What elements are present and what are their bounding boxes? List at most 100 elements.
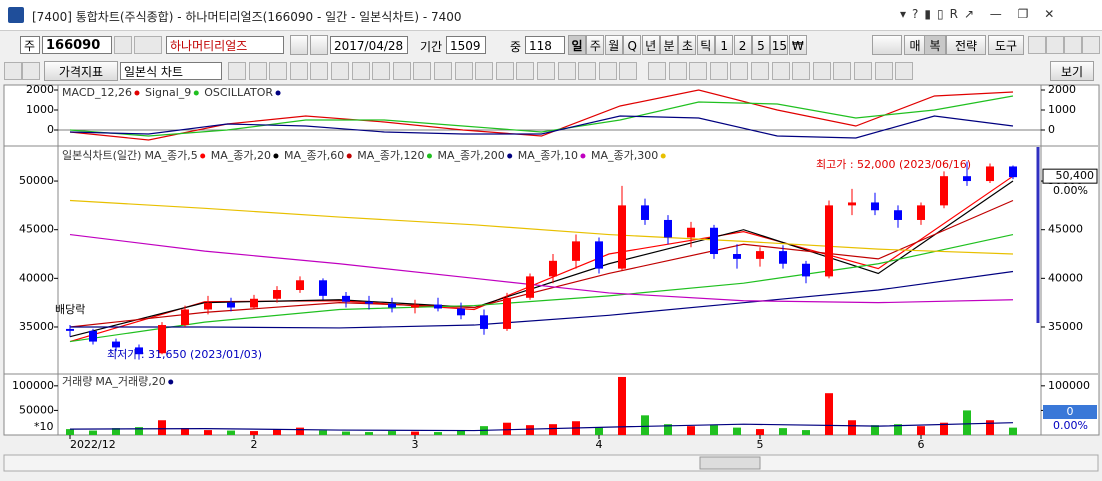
ma-line	[69, 422, 1014, 432]
chart-type-select[interactable]: 일본식 차트	[120, 62, 222, 80]
candle-body	[549, 260, 557, 277]
market-select[interactable]: 주	[20, 36, 40, 54]
right-axis-bg	[1040, 84, 1100, 436]
interval-btn[interactable]: 분	[660, 35, 678, 55]
scrollbar[interactable]	[3, 454, 1099, 472]
sort-btn[interactable]	[134, 36, 162, 54]
interval-btn[interactable]: 초	[678, 35, 697, 55]
view-btn[interactable]: 보기	[1050, 61, 1094, 81]
draw-tool[interactable]	[537, 62, 555, 80]
draw-tool[interactable]	[598, 62, 617, 80]
draw-tool[interactable]	[372, 62, 391, 80]
draw-tool[interactable]	[709, 62, 728, 80]
draw-tool[interactable]	[434, 62, 452, 80]
right-btn[interactable]: 매	[904, 35, 926, 55]
cloud-btn[interactable]	[872, 35, 902, 55]
interval-btn[interactable]: 15	[770, 35, 789, 55]
legend-text: MA_종가,120	[357, 149, 424, 162]
draw-tool[interactable]	[730, 62, 749, 80]
candle-body	[848, 202, 856, 206]
nav-icon[interactable]	[22, 62, 40, 80]
volume-bar	[802, 430, 810, 435]
draw-tool[interactable]	[771, 62, 790, 80]
interval-btn[interactable]: 틱	[696, 35, 715, 55]
volume-bar	[986, 420, 994, 435]
draw-tool[interactable]	[792, 62, 811, 80]
candle-body	[802, 263, 810, 277]
draw-tool[interactable]	[833, 62, 852, 80]
volume-bar	[388, 431, 396, 435]
draw-tool[interactable]	[475, 62, 494, 80]
period-input[interactable]: 1509	[446, 36, 486, 54]
draw-tool[interactable]	[874, 62, 893, 80]
scroll-thumb[interactable]	[699, 456, 761, 470]
draw-tool[interactable]	[578, 62, 597, 80]
tool-icon[interactable]	[1028, 36, 1046, 54]
legend-text: MA_종가,300	[591, 149, 658, 162]
draw-tool[interactable]	[392, 62, 411, 80]
candle-body	[687, 227, 695, 238]
window-controls[interactable]: ▾?▮▯R↗ — ❐ ✕	[900, 7, 1061, 21]
draw-tool[interactable]	[516, 62, 535, 80]
draw-tool[interactable]	[812, 62, 831, 80]
prev-btn[interactable]	[290, 35, 308, 55]
tool-icon[interactable]	[1064, 36, 1082, 54]
draw-tool[interactable]	[557, 62, 576, 80]
interval-btn[interactable]: 일	[568, 35, 586, 55]
search-btn[interactable]	[114, 36, 132, 54]
draw-tool[interactable]	[668, 62, 687, 80]
legend-text: MA_종가,20	[211, 149, 271, 162]
draw-tool[interactable]	[351, 62, 370, 80]
interval-btn[interactable]: 2	[733, 35, 752, 55]
legend-dot	[273, 153, 279, 159]
y-tick-label-right: 2000	[1048, 83, 1076, 96]
draw-tool[interactable]	[228, 62, 246, 80]
volume-bar	[687, 426, 695, 435]
tool-icon[interactable]	[1082, 36, 1100, 54]
volume-bar	[618, 376, 626, 435]
candle-body	[825, 205, 833, 277]
indicator-btn[interactable]: 가격지표	[44, 61, 118, 81]
interval-btn[interactable]: 주	[586, 35, 605, 55]
draw-tool[interactable]	[495, 62, 514, 80]
draw-tool[interactable]	[248, 62, 267, 80]
tool-icon[interactable]	[1046, 36, 1064, 54]
y-tick-label: 2000	[26, 83, 54, 96]
candle-body	[66, 328, 74, 331]
interval-btn[interactable]: 년	[641, 35, 660, 55]
draw-tool[interactable]	[751, 62, 769, 80]
right-btn[interactable]: 전략	[946, 35, 986, 55]
interval-btn[interactable]: ₩	[788, 35, 807, 55]
interval-btn[interactable]: 월	[604, 35, 623, 55]
y-tick-label: 50000	[19, 403, 54, 416]
draw-tool[interactable]	[289, 62, 308, 80]
y-tick-label-right: 0	[1048, 123, 1055, 136]
nav-icon[interactable]	[4, 62, 22, 80]
candle-body	[526, 276, 534, 298]
candle-body	[871, 202, 879, 211]
draw-tool[interactable]	[454, 62, 473, 80]
legend-dot	[168, 379, 174, 385]
interval-btn[interactable]: Q	[623, 35, 642, 55]
draw-tool[interactable]	[331, 62, 349, 80]
draw-tool[interactable]	[854, 62, 872, 80]
draw-tool[interactable]	[413, 62, 432, 80]
interval-btn[interactable]: 1	[715, 35, 734, 55]
interval-btn[interactable]: 5	[752, 35, 770, 55]
legend-dot	[275, 90, 281, 96]
code-input[interactable]: 166090	[42, 36, 112, 54]
date-input[interactable]: 2017/04/28	[330, 36, 408, 54]
mid-input[interactable]: 118	[525, 36, 565, 54]
draw-tool[interactable]	[895, 62, 914, 80]
draw-tool[interactable]	[269, 62, 288, 80]
draw-tool[interactable]	[619, 62, 638, 80]
right-btn[interactable]: 도구	[988, 35, 1024, 55]
legend-text: MA_종가,60	[284, 149, 344, 162]
right-btn[interactable]: 복	[924, 35, 946, 55]
candle-body	[181, 309, 189, 326]
volume-bar	[756, 429, 764, 435]
draw-tool[interactable]	[310, 62, 329, 80]
draw-tool[interactable]	[648, 62, 666, 80]
draw-tool[interactable]	[689, 62, 708, 80]
next-btn[interactable]	[310, 35, 328, 55]
